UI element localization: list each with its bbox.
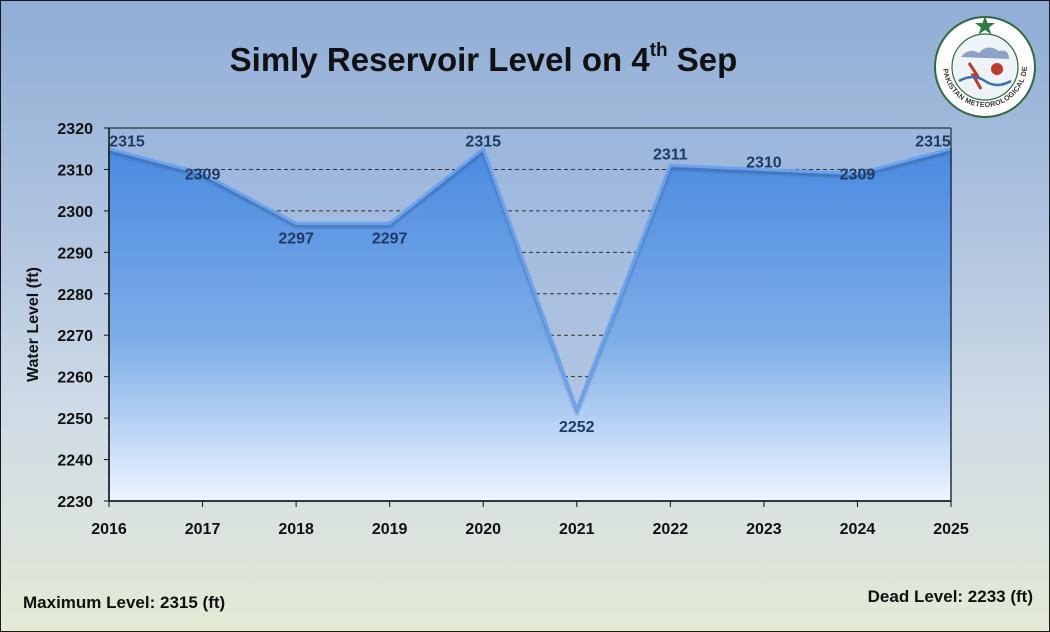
- data-label: 2315: [109, 134, 145, 151]
- axes: [108, 127, 952, 502]
- y-tick-label: 2300: [57, 204, 93, 221]
- pmd-logo: PAKISTAN METEOROLOGICAL DEPARTMENT: [929, 13, 1036, 118]
- data-label: 2309: [840, 167, 876, 184]
- chart-title: Simly Reservoir Level on 4th Sep: [229, 40, 738, 78]
- data-label: 2311: [653, 146, 688, 163]
- series-line: [108, 146, 952, 415]
- data-label: 2297: [278, 230, 314, 247]
- data-label: 2309: [185, 167, 221, 184]
- y-tick-label: 2230: [57, 494, 93, 511]
- data-label: 2315: [915, 134, 951, 151]
- x-tick-label: 2022: [653, 521, 689, 538]
- maximum-level-note: Maximum Level: 2315 (ft): [23, 593, 226, 612]
- y-tick-label: 2260: [57, 370, 93, 387]
- y-tick-label: 2270: [57, 328, 93, 345]
- data-label: 2315: [465, 134, 501, 151]
- x-tick-label: 2023: [746, 521, 782, 538]
- y-tick-label: 2250: [57, 411, 93, 428]
- data-label: 2252: [559, 419, 595, 436]
- data-labels: 2315 2309 2297 2297 2315 2252 2311 2310 2309 2315: [109, 134, 951, 436]
- y-tick-label: 2240: [57, 453, 93, 470]
- x-tick-label: 2018: [278, 521, 314, 538]
- x-tick-labels: 2016 2017 2018 2019 2020 2021 2022 2023 2024 2025: [91, 501, 969, 538]
- y-tick-label: 2290: [57, 245, 93, 262]
- y-tick-label: 2320: [57, 121, 93, 138]
- area-series: [108, 146, 952, 502]
- x-tick-label: 2017: [185, 521, 221, 538]
- data-label: 2310: [746, 154, 782, 171]
- x-tick-label: 2016: [91, 521, 127, 538]
- y-tick-labels: 2230 2240 2250 2260 2270 2280 2290 2300 2310 2320: [57, 121, 109, 511]
- dead-level-note: Dead Level: 2233 (ft): [867, 587, 1033, 606]
- x-tick-label: 2020: [465, 521, 501, 538]
- x-tick-label: 2025: [933, 521, 969, 538]
- y-tick-label: 2310: [57, 162, 93, 179]
- x-tick-label: 2024: [840, 521, 876, 538]
- data-label: 2297: [372, 230, 408, 247]
- x-tick-label: 2019: [372, 521, 408, 538]
- y-tick-label: 2280: [57, 287, 93, 304]
- x-tick-label: 2021: [559, 521, 595, 538]
- y-axis-label: Water Level (ft): [25, 267, 42, 382]
